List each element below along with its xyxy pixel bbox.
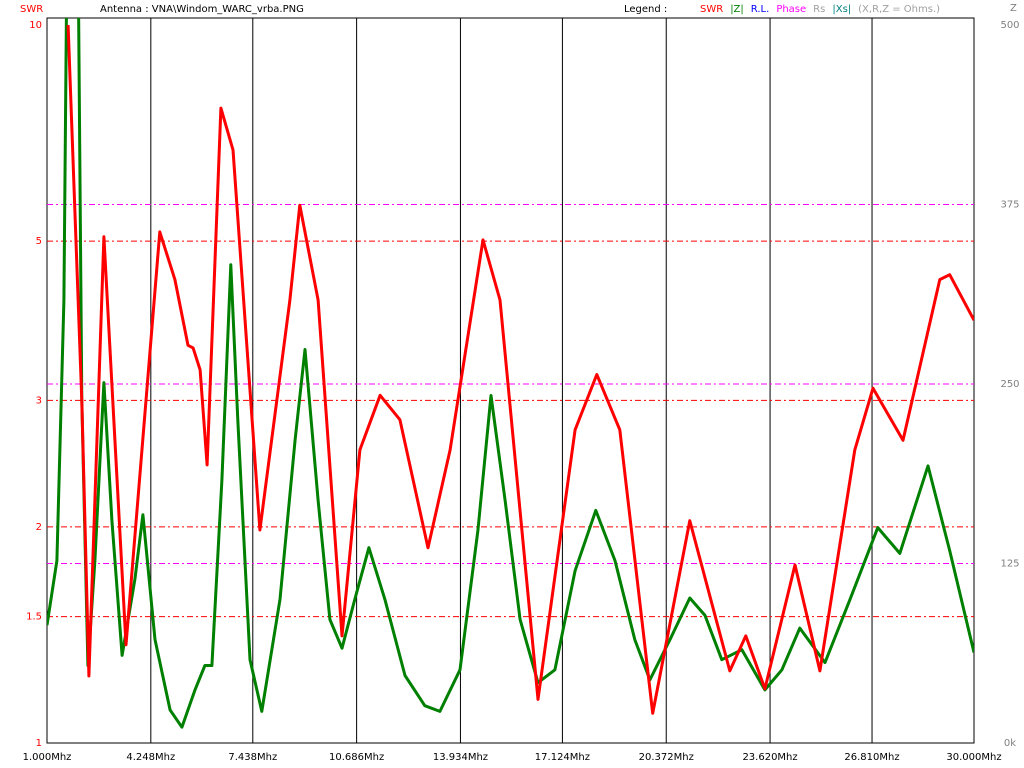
x-tick-label: 17.124Mhz — [535, 752, 590, 763]
y-tick-label: 1 — [36, 738, 42, 749]
y2-tick-label: 125 — [1000, 559, 1019, 570]
y-tick-label: 5 — [36, 236, 42, 247]
y2-tick-label: 0k — [1004, 738, 1016, 749]
y-tick-label: 10 — [29, 20, 42, 31]
y-tick-label: 3 — [36, 395, 42, 406]
legend-entry: (X,R,Z = Ohms.) — [858, 4, 940, 15]
x-tick-label: 13.934Mhz — [433, 752, 488, 763]
x-tick-label: 4.248Mhz — [126, 752, 175, 763]
y2-tick-label: 375 — [1000, 200, 1019, 211]
y-tick-label: 1.5 — [26, 612, 42, 623]
legend-entry: R.L. — [751, 4, 770, 15]
series-group — [47, 18, 974, 729]
legend-entry: |Xs| — [832, 4, 851, 15]
chart-title: Antenna : VNA\Windom_WARC_vrba.PNG — [100, 4, 304, 15]
x-tick-label: 1.000Mhz — [23, 752, 72, 763]
y-axis-title: SWR — [20, 4, 43, 15]
y2-tick-label: 500 — [1000, 20, 1019, 31]
x-tick-label: 26.810Mhz — [844, 752, 899, 763]
legend-title: Legend : — [624, 4, 667, 15]
legend-entry: |Z| — [730, 4, 744, 15]
y-tick-label: 2 — [36, 522, 42, 533]
x-tick-label: 23.620Mhz — [742, 752, 797, 763]
x-tick-label: 10.686Mhz — [329, 752, 384, 763]
y2-axis-title: Z — [1010, 3, 1017, 14]
legend-entry: SWR — [700, 4, 723, 15]
legend-entry: Phase — [776, 4, 806, 15]
legend-entry: Rs — [813, 4, 825, 15]
y2-tick-label: 250 — [1000, 379, 1019, 390]
x-tick-label: 20.372Mhz — [639, 752, 694, 763]
x-tick-label: 30.000Mhz — [946, 752, 1001, 763]
series-line — [66, 24, 974, 715]
x-tick-label: 7.438Mhz — [228, 752, 277, 763]
